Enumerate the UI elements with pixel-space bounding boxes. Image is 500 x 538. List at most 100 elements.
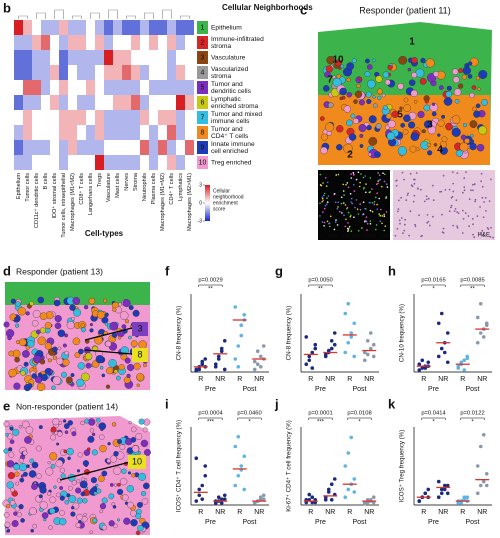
cell-type-label: Mast cells — [115, 173, 121, 198]
region-label: 10 — [332, 55, 344, 66]
neighborhood-id: 8 — [201, 129, 205, 136]
map-cell — [458, 83, 464, 89]
map-cell — [39, 327, 46, 334]
map-cell — [37, 336, 47, 346]
he-nucleus — [474, 198, 477, 201]
data-point — [436, 354, 441, 359]
heatmap-cell — [95, 125, 104, 140]
map-cell — [52, 355, 57, 360]
map-cell — [109, 455, 118, 463]
stain-label: FoxP3 — [363, 233, 376, 238]
map-cell — [52, 346, 58, 353]
heatmap-cell — [77, 50, 86, 65]
heatmap-cell — [77, 80, 86, 95]
fluor-spot — [364, 219, 367, 222]
p-value: p=0.0029 — [198, 278, 222, 284]
fluor-spot — [379, 178, 382, 181]
data-point — [346, 301, 351, 306]
fluor-spot — [342, 190, 345, 192]
map-cell — [471, 85, 477, 90]
p-value: p=0.0460 — [237, 411, 261, 417]
map-cell — [11, 520, 19, 527]
map-cell — [351, 58, 357, 64]
map-cell — [24, 436, 32, 444]
fluor-spot — [376, 203, 378, 206]
map-cell — [71, 480, 77, 486]
he-nucleus — [450, 197, 453, 199]
cell-type-label: Plasma cells — [151, 173, 157, 205]
map-cell — [25, 345, 30, 350]
map-cell — [29, 301, 34, 306]
map-cell — [138, 418, 145, 425]
map-cell — [99, 444, 107, 453]
neighborhood-id: 4 — [201, 69, 205, 76]
map-cell — [419, 78, 427, 85]
map-cell — [443, 97, 453, 106]
map-cell — [126, 485, 134, 493]
neighborhood-swatch — [197, 141, 208, 154]
x-tick-label: R — [198, 376, 203, 383]
map-cell — [85, 362, 92, 369]
map-cell — [122, 494, 129, 501]
heatmap-cell — [122, 110, 131, 125]
map-cell — [127, 363, 135, 372]
map-cell — [8, 368, 17, 378]
map-cell — [18, 458, 24, 463]
cell-type-label: Tumor cells — [25, 173, 31, 202]
map-cell — [89, 328, 94, 333]
heatmap-cell — [41, 65, 50, 80]
data-point — [236, 344, 241, 348]
map-cell — [37, 372, 43, 377]
data-point — [343, 495, 348, 500]
map-cell — [40, 373, 48, 382]
fluor-spot — [327, 195, 330, 197]
colorbar-title: neighborhood — [213, 194, 244, 200]
he-nucleus — [479, 232, 482, 234]
map-cell — [118, 364, 125, 371]
x-tick-label: NR — [254, 376, 264, 383]
heatmap-cell — [167, 35, 176, 50]
cell-type-label: Vasculature — [106, 173, 112, 202]
region-label: 4 — [437, 145, 443, 156]
data-point — [236, 473, 241, 478]
map-cell — [140, 491, 147, 497]
map-cell — [27, 340, 35, 348]
callout-line — [84, 327, 133, 341]
map-cell — [346, 62, 355, 71]
map-cell — [138, 472, 147, 481]
data-point — [478, 331, 483, 335]
heatmap-cell — [41, 95, 50, 110]
heatmap-cell — [50, 20, 59, 35]
heatmap-cell — [59, 95, 68, 110]
data-point — [436, 479, 441, 484]
heatmap-cell — [23, 110, 32, 125]
map-cell — [437, 133, 441, 137]
heatmap-cell — [113, 65, 122, 80]
neighborhood-id: 10 — [199, 159, 207, 166]
map-cell — [8, 350, 14, 357]
he-nucleus — [481, 229, 484, 232]
map-cell — [38, 494, 43, 499]
map-cell — [54, 315, 62, 323]
x-tick-label: R — [421, 376, 426, 383]
map-cell — [79, 480, 88, 489]
heatmap-cell — [158, 155, 167, 170]
p-value: p=0.0001 — [308, 411, 332, 417]
he-nucleus — [483, 201, 485, 203]
map-cell — [66, 321, 75, 330]
significance-bracket — [421, 417, 446, 420]
heatmap-cell — [50, 125, 59, 140]
data-point — [261, 497, 266, 501]
he-nucleus — [480, 180, 482, 183]
significance-stars: * — [471, 420, 474, 426]
map-cell — [22, 350, 30, 358]
fluor-spot — [323, 207, 326, 210]
map-cell — [63, 423, 70, 429]
heatmap-cell — [176, 65, 185, 80]
group-label: Pre — [205, 386, 216, 393]
fluor-spot — [337, 201, 340, 203]
heatmap-cell — [149, 50, 158, 65]
he-nucleus — [442, 174, 445, 177]
map-cell — [13, 382, 21, 390]
